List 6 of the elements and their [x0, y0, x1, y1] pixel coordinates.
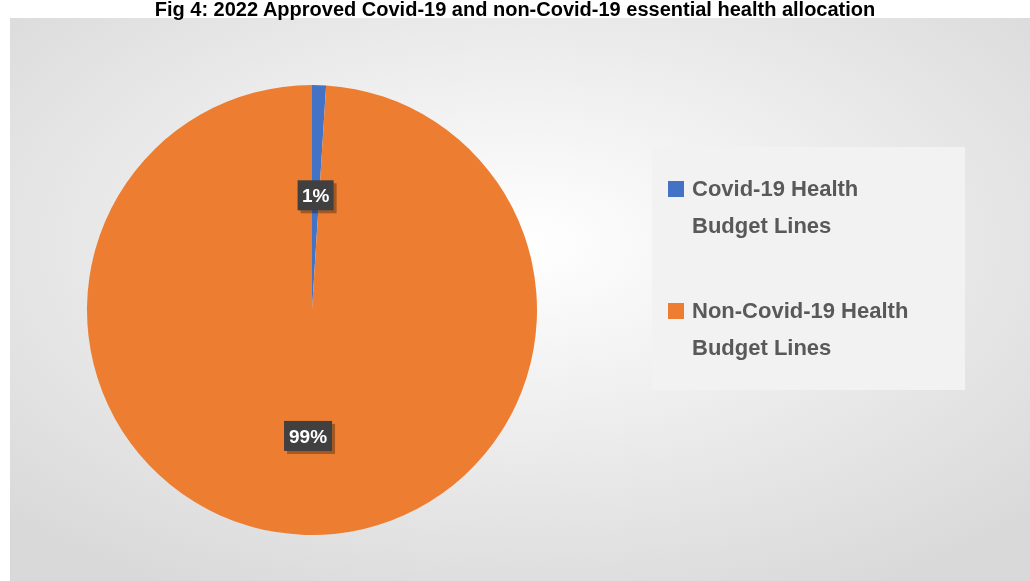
- legend-label: Non-Covid-19 Health Budget Lines: [692, 298, 909, 360]
- legend-label: Covid-19 Health Budget Lines: [692, 176, 859, 238]
- chart-title: Fig 4: 2022 Approved Covid-19 and non-Covid-19 essential health allocation: [154, 0, 876, 20]
- data-label: 1%: [301, 185, 330, 207]
- data-label: 99%: [289, 425, 328, 447]
- pie-slice: [87, 85, 537, 535]
